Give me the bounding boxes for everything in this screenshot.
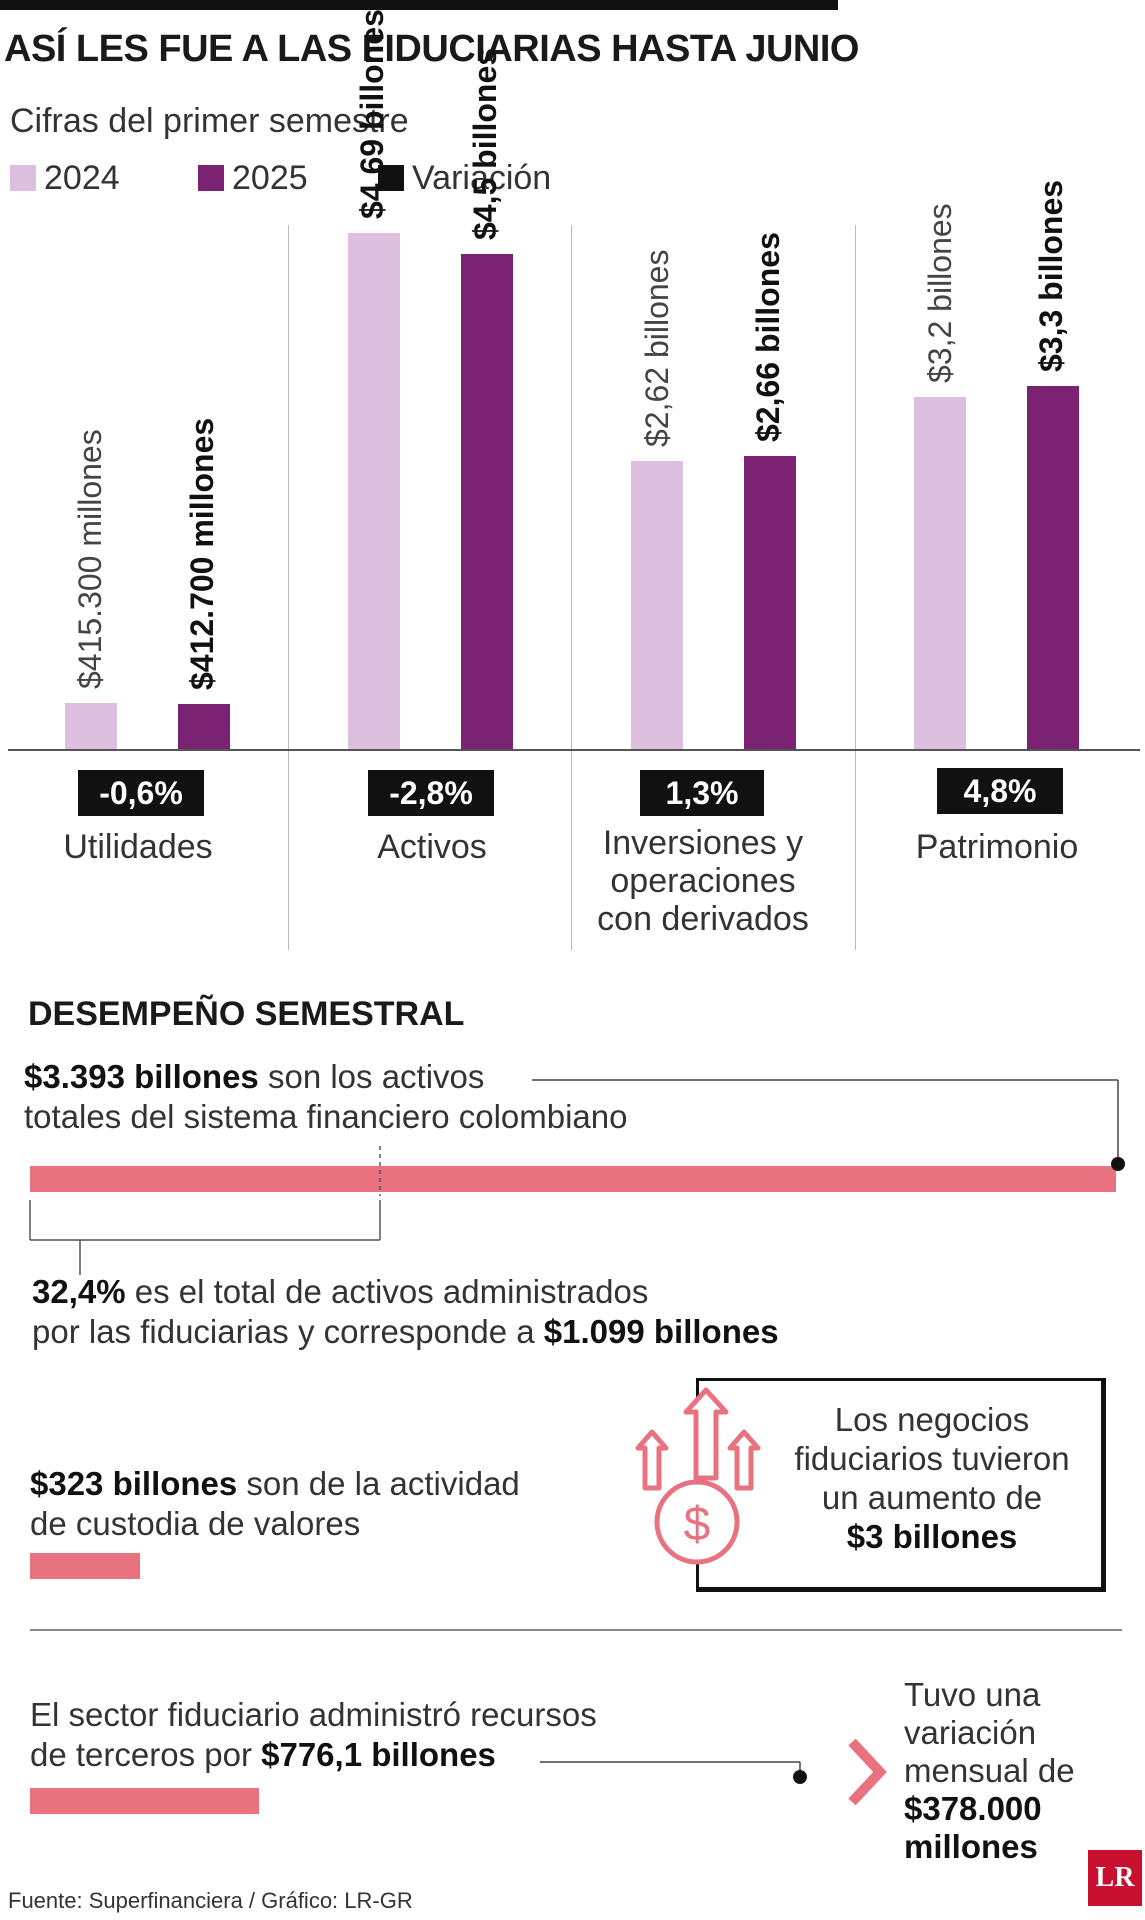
total-assets-value: $3.393 billones	[24, 1058, 259, 1095]
legend-label-variation: Variación	[412, 158, 552, 197]
category-line: Inversiones y	[602, 824, 804, 862]
monthly-line-2: variación	[904, 1714, 1037, 1751]
variation-badge-activos: -2,8%	[368, 770, 494, 816]
section-title: DESEMPEÑO SEMESTRAL	[28, 995, 465, 1033]
legend-item-2024: 2024	[10, 158, 120, 198]
category-label-patrimonio: Patrimonio	[866, 828, 1128, 866]
third-party-text: El sector fiduciario administró recursos…	[30, 1695, 597, 1775]
monthly-line-3: mensual de	[904, 1752, 1075, 1789]
share-desc-1: es el total de activos administrados	[125, 1273, 649, 1310]
variation-badge-utilidades: -0,6%	[78, 770, 204, 816]
category-label-inversiones: Inversiones y operaciones con derivados	[572, 824, 834, 938]
bar-patrimonio-2024	[914, 397, 966, 749]
third-party-desc-1: El sector fiduciario administró recursos	[30, 1696, 597, 1733]
total-assets-text: $3.393 billones son los activos totales …	[24, 1057, 628, 1137]
total-assets-bar	[30, 1166, 1116, 1192]
total-assets-desc-2: totales del sistema financiero colombian…	[24, 1098, 628, 1135]
business-line-2: fiduciarios tuvieron	[794, 1440, 1070, 1477]
page-title: ASÍ LES FUE A LAS FIDUCIARIAS HASTA JUNI…	[4, 28, 859, 70]
category-label-utilidades: Utilidades	[8, 828, 268, 866]
total-assets-dot	[1111, 1157, 1125, 1171]
custody-text: $323 billones son de la actividad de cus…	[30, 1464, 520, 1544]
business-value: $3 billones	[846, 1518, 1018, 1555]
category-line: Utilidades	[63, 828, 213, 866]
chart-baseline	[8, 749, 1140, 751]
category-label-activos: Activos	[302, 828, 562, 866]
category-line: Patrimonio	[915, 828, 1079, 866]
top-rule	[0, 0, 838, 10]
footer-source: Fuente: Superfinanciera / Gráfico: LR-GR	[8, 1888, 413, 1913]
variation-badge-inversiones: 1,3%	[640, 770, 764, 816]
bar-activos-2024	[348, 233, 400, 749]
legend-swatch-2025	[198, 165, 224, 191]
custody-value: $323 billones	[30, 1465, 238, 1502]
group-separator	[855, 225, 856, 950]
third-party-bar	[30, 1788, 259, 1814]
bar-patrimonio-2025	[1027, 386, 1079, 749]
chevron-right-icon	[848, 1738, 887, 1806]
monthly-text: Tuvo una variación mensual de $378.000 m…	[904, 1676, 1075, 1866]
business-text: Los negocios fiduciarios tuvieron un aum…	[772, 1400, 1092, 1556]
monthly-line-1: Tuvo una	[904, 1676, 1041, 1713]
category-line: con derivados	[597, 900, 809, 938]
business-line-3: un aumento de	[821, 1479, 1043, 1516]
bar-inversiones-2025	[744, 456, 796, 749]
custody-desc-1: son de la actividad	[237, 1465, 520, 1502]
category-line: Activos	[377, 828, 487, 866]
category-line: operaciones	[610, 862, 796, 900]
business-line-1: Los negocios	[834, 1401, 1030, 1438]
legend-label-2024: 2024	[44, 158, 120, 197]
lr-logo: LR	[1088, 1850, 1142, 1906]
dollar-sign-icon: $	[684, 1498, 711, 1551]
share-value: 32,4%	[32, 1273, 126, 1310]
share-value-2: $1.099 billones	[543, 1313, 779, 1350]
page-subtitle: Cifras del primer semestre	[10, 102, 409, 140]
monthly-value-2: millones	[904, 1828, 1038, 1865]
total-assets-connector	[532, 1079, 1119, 1162]
third-party-dot	[793, 1770, 807, 1784]
monthly-value-1: $378.000	[904, 1790, 1042, 1827]
share-bracket	[29, 1146, 381, 1275]
share-desc-2: por las fiduciarias y corresponde a	[32, 1313, 544, 1350]
section-divider	[30, 1629, 1122, 1631]
group-separator	[288, 225, 289, 950]
legend-swatch-2024	[10, 165, 36, 191]
bar-utilidades-2024	[65, 703, 117, 749]
third-party-desc-2: de terceros por	[30, 1736, 262, 1773]
third-party-connector	[540, 1761, 801, 1775]
total-assets-desc-1: son los activos	[258, 1058, 485, 1095]
custody-bar	[30, 1553, 140, 1579]
third-party-value: $776,1 billones	[261, 1736, 496, 1773]
variation-badge-patrimonio: 4,8%	[937, 768, 1063, 814]
legend-item-variation: Variación	[378, 158, 551, 198]
legend-item-2025: 2025	[198, 158, 308, 198]
legend-swatch-variation	[378, 165, 404, 191]
legend-label-2025: 2025	[232, 158, 308, 197]
share-text: 32,4% es el total de activos administrad…	[32, 1272, 779, 1352]
group-separator	[571, 225, 572, 950]
money-growth-icon	[635, 1387, 761, 1565]
bar-inversiones-2024	[631, 460, 683, 749]
bar-activos-2025	[461, 254, 513, 749]
custody-desc-2: de custodia de valores	[30, 1505, 361, 1542]
bar-utilidades-2025	[178, 703, 230, 749]
